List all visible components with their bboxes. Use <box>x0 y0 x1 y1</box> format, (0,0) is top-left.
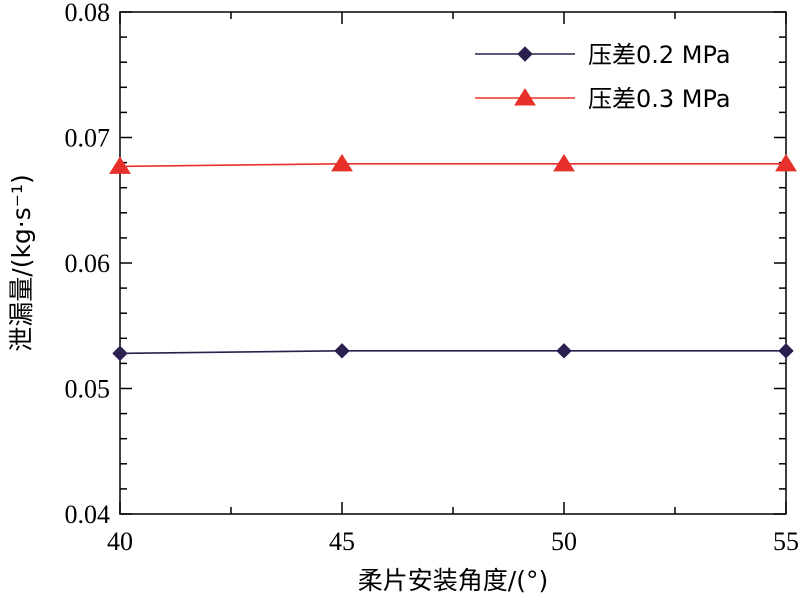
x-tick-label: 40 <box>107 527 133 556</box>
legend: 压差0.2 MPa 压差0.3 MPa <box>475 41 731 113</box>
series-1 <box>112 343 794 362</box>
data-point <box>556 343 572 359</box>
x-axis-title: 柔片安装角度/(°) <box>358 566 548 595</box>
series-line <box>119 350 786 355</box>
legend-label: 压差0.2 MPa <box>588 41 731 69</box>
y-tick-label: 0.07 <box>65 124 111 153</box>
axis-ticks: 40 45 50 55 0.04 0.05 0.06 0.07 0.08 <box>65 0 800 556</box>
legend-marker <box>514 88 536 106</box>
y-tick-label: 0.04 <box>65 500 111 529</box>
x-tick-label: 45 <box>329 527 355 556</box>
series-line <box>119 163 786 168</box>
y-tick-label: 0.08 <box>65 0 111 27</box>
data-point <box>778 343 794 359</box>
data-point <box>112 345 128 362</box>
legend-marker <box>517 46 533 62</box>
x-tick-label: 50 <box>551 527 577 556</box>
y-tick-label: 0.06 <box>65 249 111 278</box>
data-point <box>331 153 353 172</box>
legend-entry-1: 压差0.2 MPa <box>475 41 731 69</box>
legend-label: 压差0.3 MPa <box>588 85 731 113</box>
series-2 <box>109 153 797 174</box>
data-point <box>775 153 797 172</box>
series-layer <box>109 153 797 362</box>
data-point <box>553 153 575 172</box>
data-point <box>334 343 350 359</box>
legend-entry-2: 压差0.3 MPa <box>475 85 731 113</box>
x-tick-label: 55 <box>773 527 799 556</box>
data-point <box>109 156 131 174</box>
y-axis-title: 泄漏量/(kg·s⁻¹) <box>7 174 36 351</box>
y-tick-label: 0.05 <box>65 375 111 404</box>
